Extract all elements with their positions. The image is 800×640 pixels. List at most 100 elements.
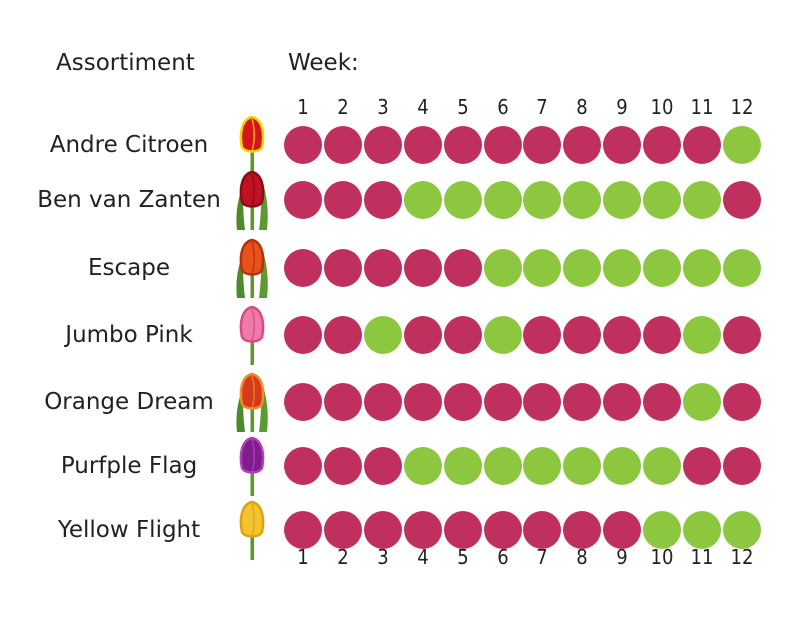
booked-dot xyxy=(523,126,561,164)
available-dot xyxy=(643,249,681,287)
booked-dot xyxy=(364,126,402,164)
assortment-header: Assortiment xyxy=(56,50,195,76)
available-dot xyxy=(404,181,442,219)
booked-dot xyxy=(563,316,601,354)
pink-tulip-icon xyxy=(239,305,265,365)
booked-dot xyxy=(284,383,322,421)
available-dot xyxy=(683,316,721,354)
available-dot xyxy=(484,249,522,287)
booked-dot xyxy=(683,447,721,485)
available-dot xyxy=(683,181,721,219)
bottom-week-tick: 8 xyxy=(576,545,588,569)
booked-dot xyxy=(364,447,402,485)
booked-dot xyxy=(603,511,641,549)
available-dot xyxy=(723,249,761,287)
top-week-tick: 11 xyxy=(690,95,714,119)
available-dot xyxy=(523,447,561,485)
bottom-week-tick: 12 xyxy=(730,545,754,569)
yellow-tulip-icon xyxy=(239,500,265,560)
available-dot xyxy=(643,181,681,219)
bottom-week-tick: 7 xyxy=(536,545,548,569)
orange-red-tulip-icon xyxy=(236,372,268,432)
booked-dot xyxy=(643,126,681,164)
available-dot xyxy=(603,447,641,485)
variety-label: Escape xyxy=(87,255,170,281)
booked-dot xyxy=(284,249,322,287)
booked-dot xyxy=(484,126,522,164)
available-dot xyxy=(643,447,681,485)
top-week-tick: 12 xyxy=(730,95,754,119)
booked-dot xyxy=(484,383,522,421)
variety-label: Orange Dream xyxy=(44,389,214,415)
booked-dot xyxy=(723,181,761,219)
available-dot xyxy=(683,249,721,287)
available-dot xyxy=(444,181,482,219)
booked-dot xyxy=(563,383,601,421)
top-week-tick: 9 xyxy=(616,95,628,119)
bottom-week-tick: 1 xyxy=(297,545,309,569)
booked-dot xyxy=(643,316,681,354)
booked-dot xyxy=(404,383,442,421)
available-dot xyxy=(723,126,761,164)
variety-label: Yellow Flight xyxy=(57,517,201,543)
booked-dot xyxy=(444,126,482,164)
booked-dot xyxy=(523,383,561,421)
booked-dot xyxy=(603,126,641,164)
available-dot xyxy=(603,181,641,219)
booked-dot xyxy=(404,316,442,354)
available-dot xyxy=(563,249,601,287)
bottom-week-tick: 9 xyxy=(616,545,628,569)
red-tulip-icon xyxy=(236,170,268,230)
top-week-tick: 5 xyxy=(457,95,469,119)
booked-dot xyxy=(603,316,641,354)
bottom-week-tick: 10 xyxy=(650,545,674,569)
bottom-week-tick: 4 xyxy=(417,545,429,569)
booked-dot xyxy=(444,511,482,549)
top-week-tick: 3 xyxy=(377,95,389,119)
available-dot xyxy=(484,447,522,485)
available-dot xyxy=(563,181,601,219)
variety-label: Jumbo Pink xyxy=(65,322,193,348)
available-dot xyxy=(683,511,721,549)
variety-label: Andre Citroen xyxy=(49,132,209,158)
red-yellow-tulip-icon xyxy=(239,115,265,175)
available-dot xyxy=(523,249,561,287)
available-dot xyxy=(404,447,442,485)
top-week-tick: 10 xyxy=(650,95,674,119)
booked-dot xyxy=(523,511,561,549)
bottom-week-tick: 3 xyxy=(377,545,389,569)
booked-dot xyxy=(364,511,402,549)
bottom-week-tick: 2 xyxy=(337,545,349,569)
booked-dot xyxy=(364,181,402,219)
available-dot xyxy=(484,181,522,219)
booked-dot xyxy=(444,249,482,287)
booked-dot xyxy=(404,511,442,549)
booked-dot xyxy=(563,511,601,549)
booked-dot xyxy=(563,126,601,164)
top-week-tick: 7 xyxy=(536,95,548,119)
bottom-week-tick: 5 xyxy=(457,545,469,569)
booked-dot xyxy=(324,316,362,354)
available-dot xyxy=(484,316,522,354)
bottom-week-tick: 11 xyxy=(690,545,714,569)
booked-dot xyxy=(324,447,362,485)
booked-dot xyxy=(603,383,641,421)
booked-dot xyxy=(324,383,362,421)
bottom-week-tick: 6 xyxy=(497,545,509,569)
booked-dot xyxy=(723,447,761,485)
booked-dot xyxy=(324,126,362,164)
booked-dot xyxy=(723,316,761,354)
booked-dot xyxy=(324,181,362,219)
booked-dot xyxy=(284,511,322,549)
variety-label: Purfple Flag xyxy=(60,453,198,479)
top-week-tick: 1 xyxy=(297,95,309,119)
available-dot xyxy=(523,181,561,219)
booked-dot xyxy=(284,181,322,219)
top-week-tick: 4 xyxy=(417,95,429,119)
booked-dot xyxy=(364,249,402,287)
booked-dot xyxy=(683,126,721,164)
top-week-tick: 2 xyxy=(337,95,349,119)
variety-label: Ben van Zanten xyxy=(37,187,221,213)
available-dot xyxy=(603,249,641,287)
orange-tulip-icon xyxy=(236,238,268,298)
